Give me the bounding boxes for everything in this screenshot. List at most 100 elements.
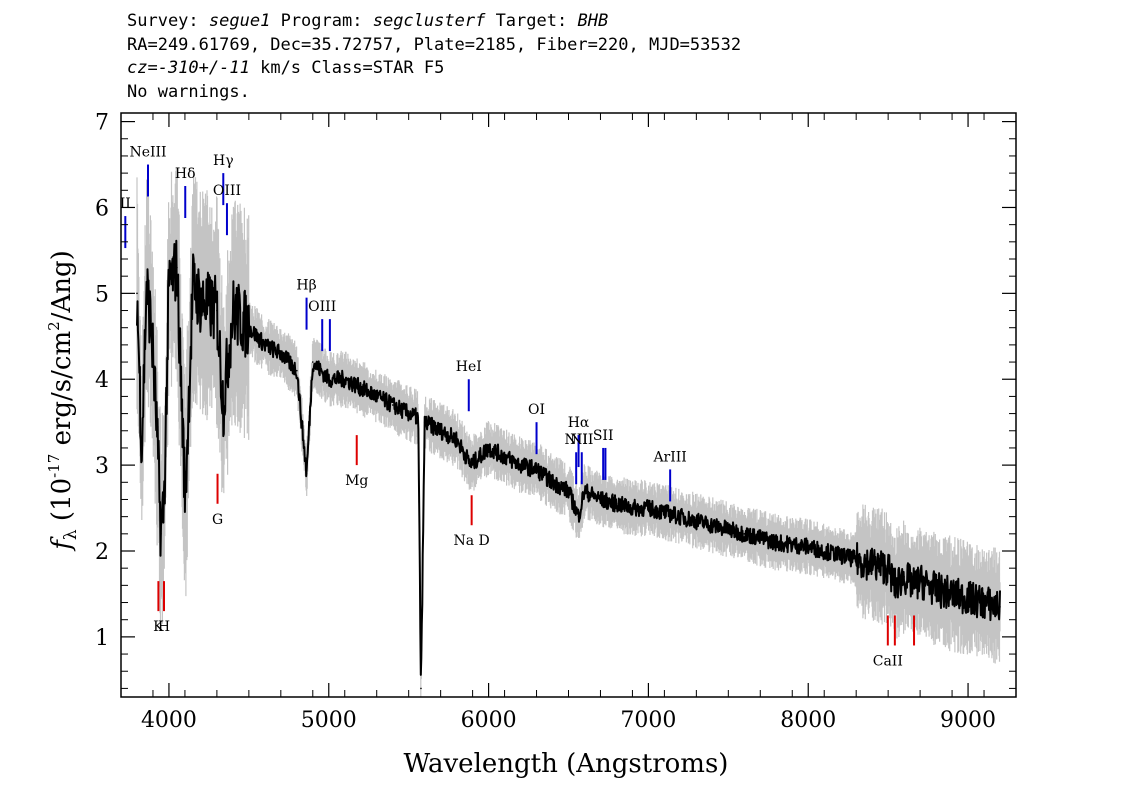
y-tick-label: 2 — [95, 540, 109, 565]
survey-value: segue1 — [208, 11, 271, 31]
flux-point — [163, 498, 165, 501]
flux-point — [983, 601, 985, 604]
spectrum-header: Survey: segue1 Program: segclusterf Targ… — [127, 10, 741, 104]
cz-label: cz= — [127, 58, 158, 78]
line-label: K — [153, 619, 164, 635]
flux-point — [903, 575, 905, 578]
target-label: Target: — [495, 11, 568, 31]
flux-line — [136, 239, 1001, 676]
line-label: OIII — [308, 299, 336, 315]
flux-point — [807, 545, 810, 548]
line-label: II — [120, 196, 131, 212]
flux-point — [470, 464, 472, 466]
flux-point — [417, 417, 420, 419]
flux-point — [919, 580, 921, 582]
flux-point — [999, 606, 1001, 608]
line-label: Hδ — [175, 166, 196, 182]
cz-units: km/s — [260, 58, 302, 78]
flux-point — [296, 369, 298, 372]
flux-point — [775, 541, 778, 544]
line-label: ArIII — [652, 449, 686, 465]
flux-point — [359, 387, 362, 389]
flux-point — [567, 490, 570, 492]
flux-point — [679, 515, 682, 518]
flux-point — [535, 468, 538, 471]
flux-point — [192, 283, 194, 286]
flux-point — [407, 412, 410, 415]
line-label: Mg — [345, 473, 368, 489]
flux-point — [894, 584, 896, 587]
coordinates-line: RA=249.61769, Dec=35.72757, Plate=2185, … — [127, 34, 742, 55]
line-label: CaII — [873, 653, 903, 669]
x-tick-label: 4000 — [141, 708, 197, 733]
flux-point — [439, 429, 442, 432]
line-label: Hγ — [213, 153, 234, 169]
flux-point — [155, 412, 157, 415]
svg-text:fλ (10-17 erg/s/cm2/Ang): fλ (10-17 erg/s/cm2/Ang) — [45, 250, 81, 552]
target-value: BHB — [577, 11, 609, 31]
y-tick-label: 7 — [95, 111, 109, 136]
flux-point — [631, 507, 634, 509]
flux-point — [232, 309, 234, 312]
x-tick-label: 6000 — [461, 708, 517, 733]
line-label: G — [212, 512, 223, 528]
y-tick-label: 3 — [95, 454, 109, 479]
flux-point — [839, 554, 841, 557]
flux-point — [248, 326, 250, 329]
flux-point — [311, 361, 314, 363]
y-tick-label: 4 — [95, 368, 109, 393]
flux-point — [967, 597, 969, 600]
flux-point — [743, 533, 746, 535]
flux-point — [887, 567, 889, 569]
flux-point — [599, 498, 602, 501]
line-label: Na D — [454, 533, 490, 549]
x-tick-label: 8000 — [780, 708, 836, 733]
flux-point — [519, 464, 522, 466]
class-value: Class=STAR F5 — [311, 58, 445, 78]
flux-point — [423, 421, 426, 423]
flux-point — [663, 511, 666, 514]
flux-point — [222, 404, 225, 406]
flux-point — [711, 524, 714, 527]
x-tick-label: 5000 — [301, 708, 357, 733]
flux-point — [935, 588, 937, 591]
flux-point — [136, 292, 138, 295]
line-label: H — [158, 619, 170, 635]
flux-point — [145, 283, 148, 286]
flux-point — [327, 378, 330, 381]
line-label: NII — [570, 432, 593, 448]
flux-point — [871, 563, 873, 565]
flux-point — [551, 481, 554, 484]
flux-point — [913, 584, 915, 587]
line-label: OIII — [213, 183, 241, 199]
flux-point — [583, 490, 586, 492]
y-tick-label: 6 — [95, 196, 109, 221]
flux-point — [375, 395, 378, 398]
flux-point — [487, 447, 490, 449]
flux-point — [503, 455, 506, 458]
flux-series — [136, 239, 1001, 690]
x-tick-label: 7000 — [620, 708, 676, 733]
y-axis-label: fλ (10-17 erg/s/cm2/Ang) — [45, 250, 81, 552]
line-label: Hβ — [296, 278, 316, 294]
cz-value: -310+/-11 — [157, 58, 250, 78]
flux-point — [216, 309, 218, 312]
flux-point — [140, 447, 143, 449]
flux-point — [615, 502, 618, 505]
flux-point — [455, 438, 458, 441]
line-label: HeI — [456, 359, 482, 375]
flux-point — [420, 687, 422, 690]
program-label: Program: — [280, 11, 363, 31]
line-label: Hα — [568, 415, 590, 431]
line-label: NII — [565, 432, 588, 448]
flux-point — [200, 301, 202, 303]
warnings-line: No warnings. — [127, 81, 250, 102]
line-label: SII — [593, 428, 614, 444]
line-label: NeIII — [129, 145, 166, 161]
flux-point — [176, 266, 178, 269]
line-label: OI — [528, 402, 545, 418]
flux-point — [280, 352, 282, 355]
x-tick-label: 9000 — [940, 708, 996, 733]
flux-point — [647, 507, 650, 509]
